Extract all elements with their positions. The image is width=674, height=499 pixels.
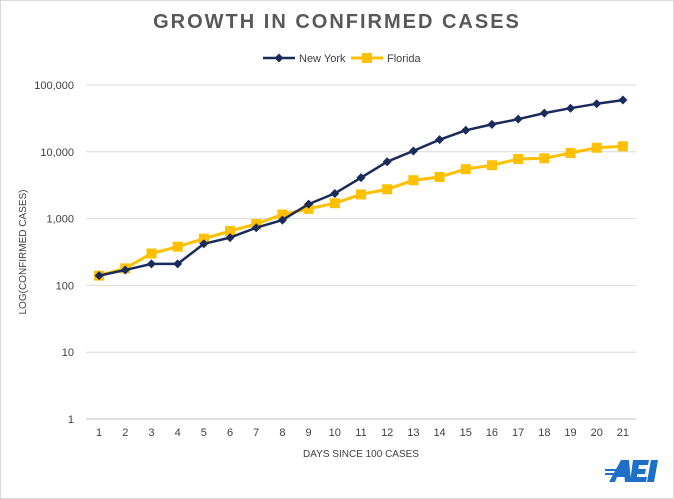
x-tick-label: 13 bbox=[407, 427, 419, 439]
legend-marker-new-york bbox=[274, 53, 284, 63]
chart-title: GROWTH IN CONFIRMED CASES bbox=[153, 11, 521, 33]
x-tick-label: 14 bbox=[433, 427, 445, 439]
data-point-new-york bbox=[513, 114, 523, 124]
data-point-florida bbox=[591, 142, 602, 153]
data-point-florida bbox=[382, 184, 393, 195]
y-tick-label: 10 bbox=[62, 347, 74, 359]
data-point-new-york bbox=[304, 199, 314, 209]
x-tick-label: 17 bbox=[512, 427, 524, 439]
x-tick-label: 16 bbox=[486, 427, 498, 439]
x-tick-label: 7 bbox=[253, 427, 259, 439]
y-tick-label: 10,000 bbox=[40, 147, 74, 159]
x-tick-label: 8 bbox=[279, 427, 285, 439]
data-point-new-york bbox=[382, 157, 392, 167]
data-point-new-york bbox=[94, 271, 104, 281]
data-point-florida bbox=[146, 248, 157, 259]
data-point-florida bbox=[617, 141, 628, 152]
data-point-florida bbox=[486, 160, 497, 171]
x-tick-label: 11 bbox=[355, 427, 366, 439]
data-point-new-york bbox=[487, 119, 497, 129]
data-point-new-york bbox=[146, 259, 156, 269]
data-point-florida bbox=[172, 241, 183, 252]
x-tick-label: 1 bbox=[96, 427, 102, 439]
x-tick-label: 19 bbox=[564, 427, 576, 439]
series-line-florida bbox=[98, 144, 623, 278]
data-point-new-york bbox=[566, 103, 576, 113]
x-tick-label: 9 bbox=[306, 427, 312, 439]
x-axis-title: DAYS SINCE 100 CASES bbox=[303, 449, 419, 460]
data-point-new-york bbox=[277, 215, 287, 225]
x-tick-label: 21 bbox=[617, 427, 629, 439]
x-tick-label: 6 bbox=[227, 427, 233, 439]
data-point-florida bbox=[198, 233, 209, 244]
y-tick-label: 1,000 bbox=[46, 214, 74, 226]
aei-logo bbox=[605, 460, 658, 482]
data-point-new-york bbox=[173, 259, 183, 269]
data-point-new-york bbox=[539, 108, 549, 118]
data-point-florida bbox=[434, 171, 445, 182]
data-point-florida bbox=[303, 203, 314, 214]
data-point-florida bbox=[513, 154, 524, 165]
x-tick-label: 5 bbox=[201, 427, 207, 439]
x-tick-label: 10 bbox=[329, 427, 341, 439]
data-point-florida bbox=[539, 153, 550, 164]
x-tick-label: 20 bbox=[591, 427, 603, 439]
data-point-new-york bbox=[225, 233, 235, 243]
data-point-florida bbox=[460, 164, 471, 175]
x-tick-label: 15 bbox=[460, 427, 472, 439]
data-point-new-york bbox=[199, 239, 209, 249]
data-point-florida bbox=[565, 147, 576, 158]
data-point-new-york bbox=[251, 223, 261, 233]
x-tick-label: 4 bbox=[175, 427, 181, 439]
y-tick-label: 100 bbox=[56, 280, 74, 292]
x-tick-label: 3 bbox=[148, 427, 154, 439]
x-tick-label: 2 bbox=[122, 427, 128, 439]
y-axis-title: LOG(CONFIRMED CASES) bbox=[18, 189, 29, 314]
data-point-new-york bbox=[592, 99, 602, 109]
legend-label-florida: Florida bbox=[387, 53, 422, 65]
data-point-florida bbox=[356, 189, 366, 200]
x-tick-label: 18 bbox=[538, 427, 550, 439]
data-point-florida bbox=[225, 226, 236, 237]
data-point-florida bbox=[408, 175, 419, 186]
data-point-new-york bbox=[461, 125, 471, 135]
legend-marker-florida bbox=[362, 53, 372, 63]
data-point-new-york bbox=[618, 95, 628, 105]
y-tick-label: 1 bbox=[68, 414, 74, 426]
x-tick-label: 12 bbox=[381, 427, 393, 439]
y-tick-label: 100,000 bbox=[34, 80, 74, 92]
data-point-new-york bbox=[435, 135, 445, 145]
data-point-new-york bbox=[408, 146, 418, 156]
data-point-new-york bbox=[356, 173, 366, 183]
data-point-florida bbox=[329, 198, 340, 209]
data-point-florida bbox=[277, 209, 288, 220]
legend-label-new-york: New York bbox=[299, 53, 346, 65]
data-point-new-york bbox=[120, 265, 130, 275]
data-point-new-york bbox=[330, 188, 340, 198]
